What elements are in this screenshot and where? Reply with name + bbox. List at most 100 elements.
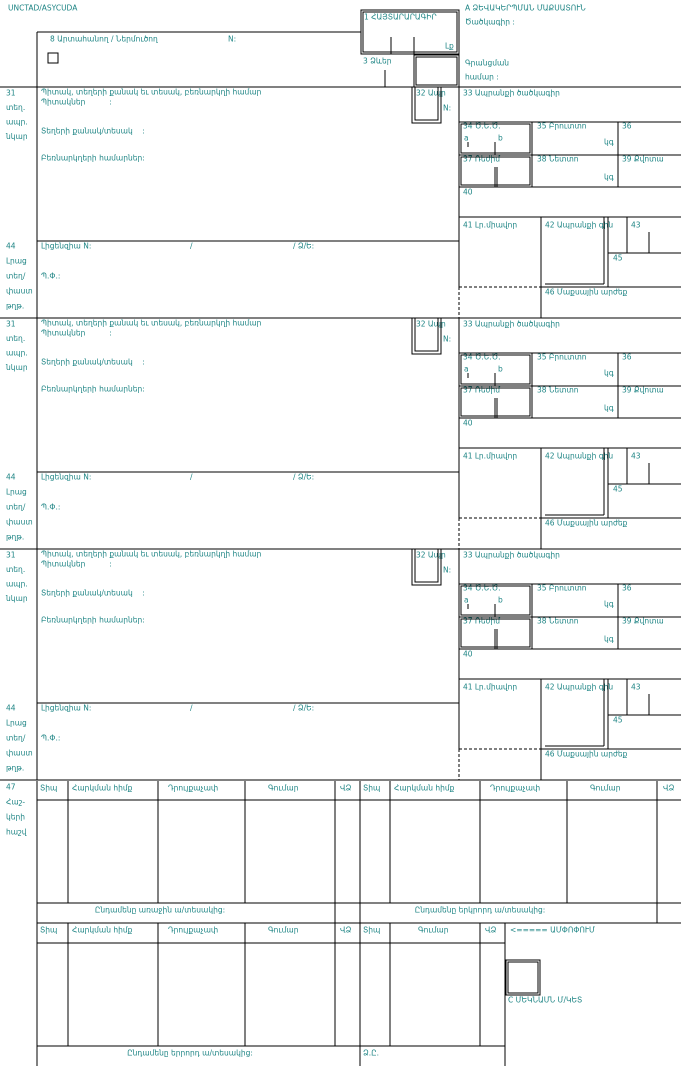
label: Բեռնարկղերի համարներ: (41, 616, 145, 625)
label: UNCTAD/ASYCUDA (8, 4, 78, 13)
label: 47 (6, 783, 16, 792)
label: կգ (604, 173, 614, 182)
label: 46 Մաքսային արժեք (545, 750, 628, 759)
label: Լրաց (6, 719, 27, 728)
label: 38 Նետտո (537, 617, 579, 626)
label: Տեղերի քանակ/տեսակ : (41, 127, 145, 136)
label: 36 (622, 122, 632, 131)
label: Լրաց (6, 257, 27, 266)
label: N: (443, 335, 451, 344)
label: 43 (631, 221, 641, 230)
label: Գումար (268, 926, 299, 935)
label: Գումար (418, 926, 449, 935)
label: / Ձ/Ե: (293, 704, 314, 713)
label: 43 (631, 452, 641, 461)
label: Պիտակ, տեղերի քանակ եւ տեսակ, բեռնարկղի … (41, 319, 262, 328)
label: Տեղերի քանակ/տեսակ : (41, 589, 145, 598)
label: 8 Արտահանող / Ներմուծող (50, 35, 158, 44)
label: 37 Ռեժիմ (463, 386, 500, 395)
label: Ընդամենը երրորդ ա/տեսակից: (127, 1049, 253, 1058)
label: b (498, 365, 503, 374)
label: / (190, 473, 193, 482)
label: թղթ. (6, 764, 24, 773)
label: 44 (6, 473, 16, 482)
label: 32 Ապր (416, 551, 446, 560)
label: 46 Մաքսային արժեք (545, 288, 628, 297)
label: Պ.Փ.: (41, 503, 60, 512)
label: Պիտակներ : (41, 98, 112, 107)
label: 35 Բրուտտո (537, 122, 587, 131)
label: Լրաց (6, 488, 27, 497)
label: Լիցենզիա N: (41, 242, 91, 251)
label: 41 Լր.միավոր (463, 221, 517, 230)
label: Բեռնարկղերի համարներ: (41, 385, 145, 394)
label: / (190, 704, 193, 713)
label: 39 Քվոտա (622, 155, 664, 164)
label: 40 (463, 650, 473, 659)
label: տեղ/ (6, 503, 26, 512)
label: Հաշ- (6, 798, 25, 807)
label: 33 Ապրանքի ծածկագիր (463, 551, 560, 560)
label: կգ (604, 138, 614, 147)
label: ՎՁ (340, 926, 352, 935)
label: 40 (463, 188, 473, 197)
label: տեղ/ (6, 734, 26, 743)
box (47, 52, 59, 64)
label: 45 (613, 485, 623, 494)
label: Տիպ (40, 926, 57, 935)
label: 43 (631, 683, 641, 692)
label: Պիտակներ : (41, 560, 112, 569)
label: 40 (463, 419, 473, 428)
label: <===== ԱՄՓՈՓՈՒՄ (510, 926, 595, 935)
label: 34 Ծ.Ե.Ծ. (463, 584, 501, 593)
label: 34 Ծ.Ե.Ծ. (463, 353, 501, 362)
label: ՎՁ (340, 784, 352, 793)
label: 3 Ձևեր (363, 57, 392, 66)
label: կերի (6, 813, 25, 822)
label: 35 Բրուտտո (537, 353, 587, 362)
box (414, 86, 439, 121)
label: 31 (6, 320, 16, 329)
label: 44 (6, 704, 16, 713)
label: Պիտակ, տեղերի քանակ եւ տեսակ, բեռնարկղի … (41, 550, 262, 559)
label: փաստ (6, 287, 33, 296)
label: 36 (622, 353, 632, 362)
label: տեղ. (6, 565, 25, 574)
label: ապր. (6, 580, 28, 589)
label: 34 Ծ.Ե.Ծ. (463, 122, 501, 131)
box (505, 959, 541, 996)
label: 46 Մաքսային արժեք (545, 519, 628, 528)
label: համար : (465, 73, 499, 82)
label: 38 Նետտո (537, 155, 579, 164)
label: Ընդամենը երկրորդ ա/տեսակից: (415, 906, 546, 915)
label: Լիցենզիա N: (41, 473, 91, 482)
box (362, 11, 458, 53)
label: ՎՁ (663, 784, 675, 793)
label: կգ (604, 635, 614, 644)
label: Գրանցման (465, 59, 509, 68)
label: 33 Ապրանքի ծածկագիր (463, 320, 560, 329)
label: 42 Ապրանքի գին (545, 221, 613, 230)
label: Տիպ (363, 926, 380, 935)
box (415, 56, 458, 86)
label: 1 ՀԱՅՏԱՐԱՐԱԳԻՐ (364, 13, 437, 22)
label: Տեղերի քանակ/տեսակ : (41, 358, 145, 367)
label: թղթ. (6, 302, 24, 311)
label: Ընդամենը առաջին ա/տեսակից: (95, 906, 225, 915)
label: Պիտակներ : (41, 329, 112, 338)
label: նկար (5, 594, 28, 603)
box (414, 317, 439, 352)
label: 45 (613, 716, 623, 725)
label: ՎՁ (485, 926, 497, 935)
label: 31 (6, 551, 16, 560)
label: Դրույքաչափ (490, 784, 540, 793)
label: 37 Ռեժիմ (463, 617, 500, 626)
label: տեղ/ (6, 272, 26, 281)
label: 39 Քվոտա (622, 386, 664, 395)
label: Հարկման հիմք (394, 784, 455, 793)
label: հաշվ (6, 828, 27, 837)
label: A ՁԵՎԱԿԵՐՊՄԱՆ ՄԱՔՍԱՏՈՒՆ (465, 4, 586, 13)
label: a (464, 596, 469, 605)
label: a (464, 365, 469, 374)
